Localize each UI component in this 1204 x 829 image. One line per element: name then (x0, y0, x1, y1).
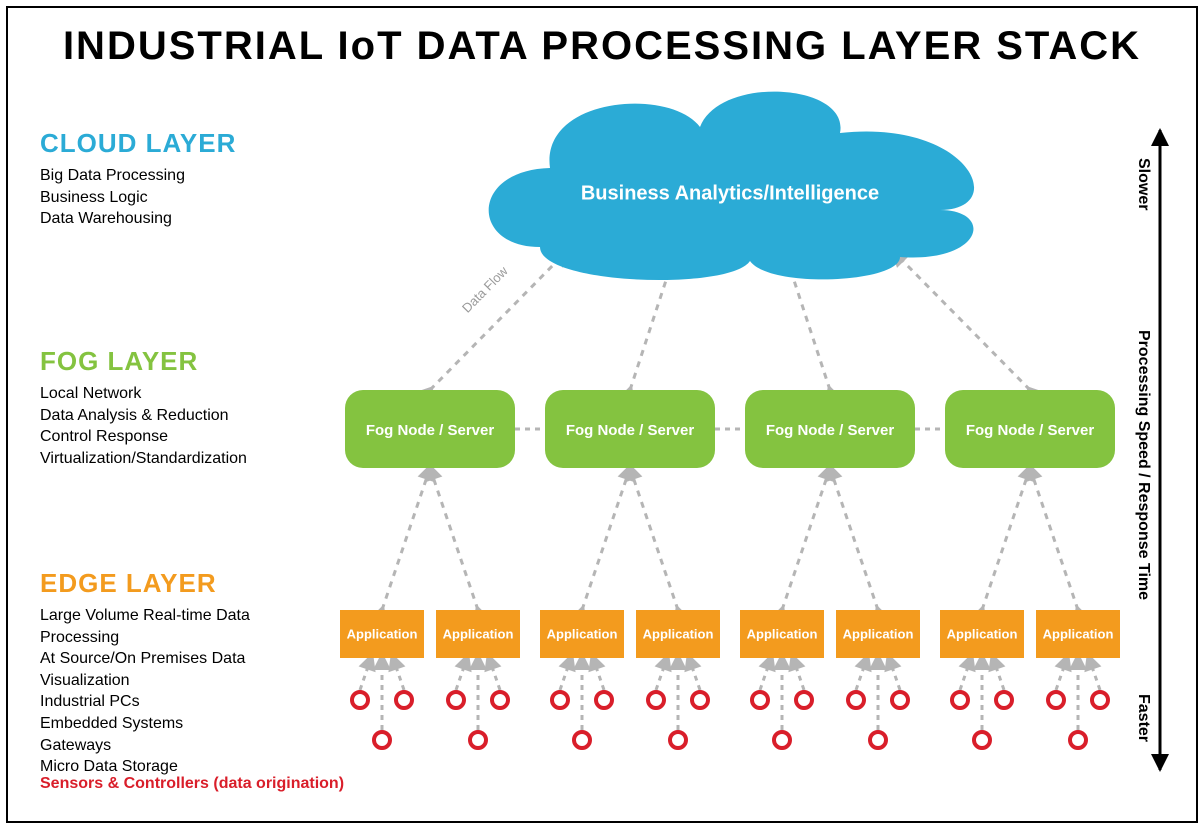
sensor-connector (360, 658, 371, 690)
layer-stack-diagram: Data Flow Business Analytics/Intelligence… (0, 0, 1204, 829)
application-node-label: Application (843, 626, 914, 641)
sensor-node (596, 692, 612, 708)
fog-node-label: Fog Node / Server (566, 422, 695, 439)
sensor-node (574, 732, 590, 748)
application-node-label: Application (347, 626, 418, 641)
sensor-node (848, 692, 864, 708)
sensor-node (552, 692, 568, 708)
application-node-label: Application (747, 626, 818, 641)
sensor-node (352, 692, 368, 708)
sensor-connector (856, 658, 867, 690)
sensor-node (692, 692, 708, 708)
sensor-node (1070, 732, 1086, 748)
sensor-connector (689, 658, 700, 690)
sensor-connector (993, 658, 1004, 690)
sensor-node (892, 692, 908, 708)
app-fog-connector (382, 468, 430, 610)
sensor-node (374, 732, 390, 748)
sensor-node (448, 692, 464, 708)
sensor-connector (456, 658, 467, 690)
sensor-node (796, 692, 812, 708)
cloud-node-label: Business Analytics/Intelligence (581, 182, 879, 204)
sensor-connector (656, 658, 667, 690)
application-node-label: Application (547, 626, 618, 641)
app-fog-connector (782, 468, 830, 610)
sensor-node (774, 732, 790, 748)
sensor-node (870, 732, 886, 748)
sensor-node (974, 732, 990, 748)
sensor-node (996, 692, 1012, 708)
sensor-node (752, 692, 768, 708)
sensor-connector (393, 658, 404, 690)
sensor-node (670, 732, 686, 748)
sensor-node (1048, 692, 1064, 708)
sensor-connector (1056, 658, 1067, 690)
app-fog-connector (582, 468, 630, 610)
sensor-node (648, 692, 664, 708)
sensor-connector (793, 658, 804, 690)
app-fog-connector (430, 468, 478, 610)
app-fog-connector (830, 468, 878, 610)
sensor-connector (760, 658, 771, 690)
sensor-connector (560, 658, 571, 690)
fog-node-label: Fog Node / Server (366, 422, 495, 439)
sensor-connector (960, 658, 971, 690)
fog-node-label: Fog Node / Server (766, 422, 895, 439)
data-flow-label: Data Flow (459, 263, 511, 316)
sensor-node (1092, 692, 1108, 708)
application-node-label: Application (1043, 626, 1114, 641)
sensor-node (492, 692, 508, 708)
application-node-label: Application (443, 626, 514, 641)
app-fog-connector (982, 468, 1030, 610)
application-node-label: Application (947, 626, 1018, 641)
application-node-label: Application (643, 626, 714, 641)
sensor-connector (593, 658, 604, 690)
sensor-connector (1089, 658, 1100, 690)
sensor-connector (489, 658, 500, 690)
sensor-connector (889, 658, 900, 690)
fog-node-label: Fog Node / Server (966, 422, 1095, 439)
sensor-node (952, 692, 968, 708)
app-fog-connector (630, 468, 678, 610)
app-fog-connector (1030, 468, 1078, 610)
fog-cloud-connector (895, 253, 1030, 390)
sensor-node (396, 692, 412, 708)
sensor-node (470, 732, 486, 748)
